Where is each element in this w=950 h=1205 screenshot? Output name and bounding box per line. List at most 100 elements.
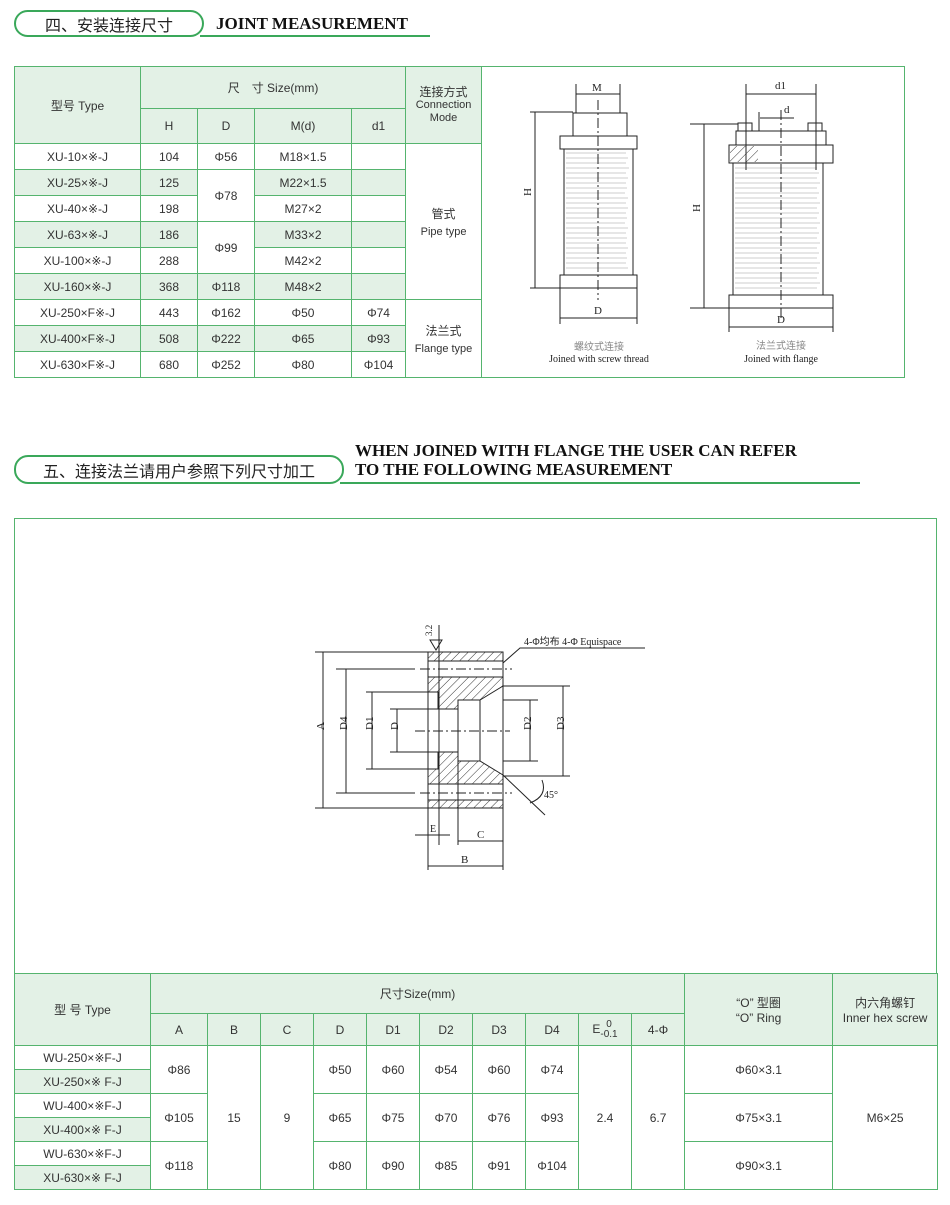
d1-cell: Φ90 (366, 1141, 420, 1190)
d1-cell: Φ75 (366, 1093, 420, 1142)
type-cell: WU-630×※F-J (14, 1141, 151, 1166)
d-cell: Φ99 (197, 221, 255, 274)
col-d3: D3 (472, 1013, 526, 1046)
oring-header-en: “O” Ring (735, 1011, 782, 1025)
h-cell: 186 (140, 221, 198, 248)
screw-header-en: Inner hex screw (842, 1011, 928, 1025)
col-d1: d1 (350, 108, 407, 144)
joint-measurement-table: 型号 Type 尺 寸 Size(mm) 连接方式 Connection Mode… (14, 66, 906, 378)
type-header: 型 号 Type (14, 973, 151, 1046)
type-cell: XU-630×※ F-J (14, 1165, 151, 1190)
d4-cell: Φ74 (525, 1045, 579, 1094)
pipe-type-cell: 管式 Pipe type (405, 143, 483, 300)
type-cell: XU-63×※-J (14, 221, 141, 248)
table-row: WU-400×※F-J Φ105 Φ65 Φ75 Φ70 Φ76 Φ93 Φ75… (14, 1093, 938, 1142)
d-cell: Φ50 (313, 1045, 367, 1094)
screw-header-cn: 内六角螺钉 (855, 996, 916, 1010)
col-c: C (260, 1013, 314, 1046)
type-cell: XU-40×※-J (14, 195, 141, 222)
m-cell: M18×1.5 (254, 143, 352, 170)
d1-cell (350, 273, 407, 300)
h-cell: 368 (140, 273, 198, 300)
d3-cell: Φ60 (472, 1045, 526, 1094)
h-cell: 680 (140, 351, 198, 378)
drawing-cell (481, 66, 906, 378)
d-cell: Φ78 (197, 169, 255, 222)
m-cell: M27×2 (254, 195, 352, 222)
type-cell: XU-10×※-J (14, 143, 141, 170)
type-cell: XU-400×F※-J (14, 325, 141, 352)
flange-measurement-table: 型 号 Type 尺寸Size(mm) “O” 型圈 “O” Ring 内六角螺钉… (14, 973, 939, 1190)
d1-cell: Φ60 (366, 1045, 420, 1094)
col-d: D (313, 1013, 367, 1046)
type-header: 型号 Type (14, 66, 141, 144)
d4-cell: Φ104 (525, 1141, 579, 1190)
section5-underline (340, 482, 860, 484)
flange-type-cell: 法兰式 Flange type (405, 299, 483, 378)
m-cell: M42×2 (254, 247, 352, 274)
oring-cell: Φ75×3.1 (684, 1093, 834, 1142)
type-cell: XU-160×※-J (14, 273, 141, 300)
type-cell: XU-250×F※-J (14, 299, 141, 326)
c-cell: 9 (260, 1045, 314, 1190)
d2-cell: Φ70 (419, 1093, 473, 1142)
pipe-en: Pipe type (420, 225, 467, 238)
h-cell: 125 (140, 169, 198, 196)
col-d: D (197, 108, 255, 144)
m-cell: M22×1.5 (254, 169, 352, 196)
oring-header: “O” 型圈 “O” Ring (684, 973, 834, 1046)
section5-title-en-line1: WHEN JOINED WITH FLANGE THE USER CAN REF… (355, 441, 797, 460)
flange-drawing-box (14, 518, 937, 974)
col-e: E 0 -0.1 (578, 1013, 632, 1046)
section5-title-cn: 五、连接法兰请用户参照下列尺寸加工 (14, 455, 344, 484)
a-cell: Φ105 (150, 1093, 208, 1142)
d1-cell (350, 143, 407, 170)
d1-cell (350, 221, 407, 248)
b-cell: 15 (207, 1045, 261, 1190)
mode-header-en: Connection Mode (415, 98, 472, 124)
mode-header-cn: 连接方式 (419, 84, 468, 99)
d2-cell: Φ85 (419, 1141, 473, 1190)
section5-title-en: WHEN JOINED WITH FLANGE THE USER CAN REF… (355, 441, 797, 479)
oring-cell: Φ60×3.1 (684, 1045, 834, 1094)
e-cell: 2.4 (578, 1045, 632, 1190)
screw-header: 内六角螺钉 Inner hex screw (832, 973, 939, 1046)
section5-title-en-line2: TO THE FOLLOWING MEASUREMENT (355, 460, 673, 479)
d-cell: Φ118 (197, 273, 255, 300)
col-b: B (207, 1013, 261, 1046)
h-cell: 288 (140, 247, 198, 274)
h-cell: 198 (140, 195, 198, 222)
d-cell: Φ222 (197, 325, 255, 352)
d1-cell (350, 195, 407, 222)
type-cell: WU-400×※F-J (14, 1093, 151, 1118)
col-a: A (150, 1013, 208, 1046)
col-d2: D2 (419, 1013, 473, 1046)
d1-cell: Φ93 (350, 325, 407, 352)
e-tolerance-upper: 0 (606, 1018, 612, 1030)
type-cell: WU-250×※F-J (14, 1045, 151, 1070)
table-row: XU-630×※ F-J (14, 1165, 938, 1190)
four-phi-cell: 6.7 (630, 1045, 686, 1190)
flange-en: Flange type (414, 342, 473, 355)
col-4phi: 4-Φ (630, 1013, 686, 1046)
d-cell: Φ80 (313, 1141, 367, 1190)
screw-cell: M6×25 (832, 1045, 939, 1190)
a-cell: Φ118 (150, 1141, 208, 1190)
m-cell: Φ50 (254, 299, 352, 326)
col-md: M(d) (254, 108, 352, 144)
m-cell: Φ80 (254, 351, 352, 378)
col-h: H (140, 108, 198, 144)
h-cell: 443 (140, 299, 198, 326)
table-row: XU-250×※ F-J (14, 1069, 938, 1094)
d1-cell (350, 169, 407, 196)
d-cell: Φ162 (197, 299, 255, 326)
type-cell: XU-630×F※-J (14, 351, 141, 378)
table-row: XU-400×※ F-J (14, 1117, 938, 1142)
a-cell: Φ86 (150, 1045, 208, 1094)
size-header: 尺 寸 Size(mm) (139, 66, 407, 109)
section4-title-en: JOINT MEASUREMENT (216, 14, 408, 33)
size-header: 尺寸Size(mm) (149, 973, 686, 1014)
d4-cell: Φ93 (525, 1093, 579, 1142)
connection-mode-header: 连接方式 Connection Mode (405, 66, 483, 144)
type-cell: XU-100×※-J (14, 247, 141, 274)
